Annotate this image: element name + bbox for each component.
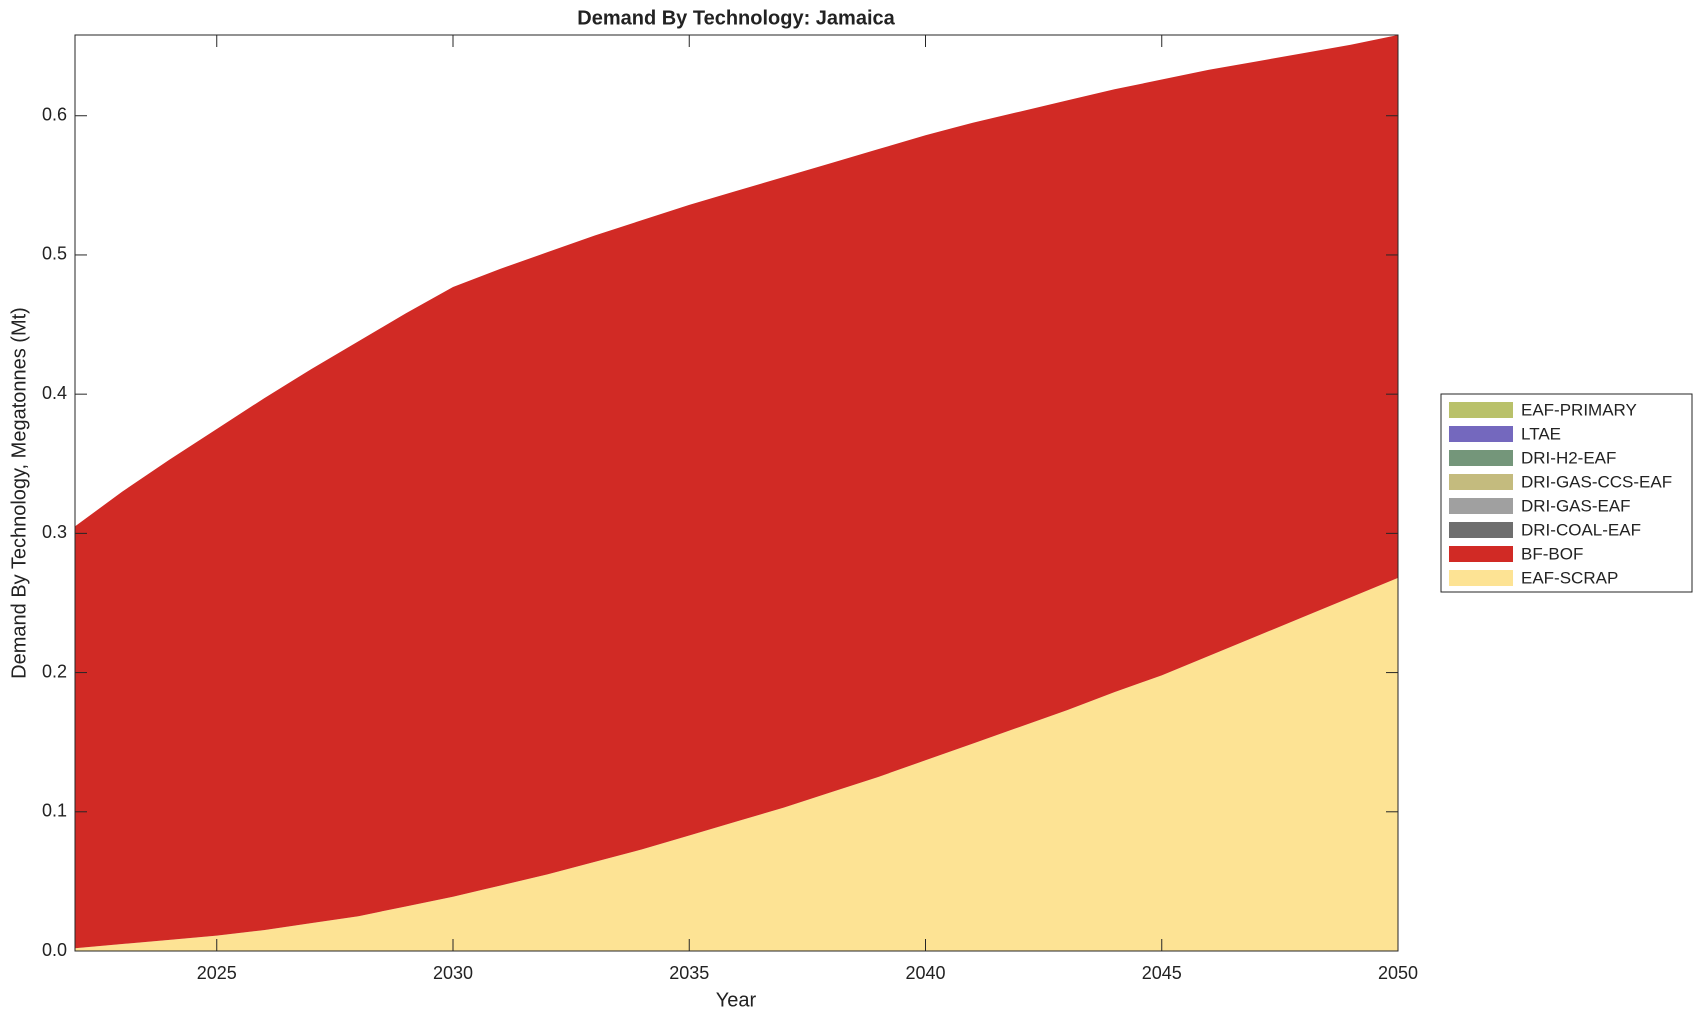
legend-label: EAF-PRIMARY: [1521, 400, 1637, 419]
legend-label: BF-BOF: [1521, 544, 1583, 563]
legend-label: DRI-COAL-EAF: [1521, 520, 1641, 539]
y-tick-label: 0.5: [42, 244, 67, 264]
legend-label: LTAE: [1521, 424, 1561, 443]
chart-title: Demand By Technology: Jamaica: [577, 7, 895, 29]
legend-swatch: [1449, 402, 1513, 418]
x-tick-label: 2030: [433, 963, 473, 983]
area: [75, 577, 1398, 951]
legend-label: DRI-GAS-CCS-EAF: [1521, 472, 1672, 491]
legend-swatch: [1449, 546, 1513, 562]
legend-label: EAF-SCRAP: [1521, 568, 1618, 587]
legend-swatch: [1449, 570, 1513, 586]
legend-label: DRI-H2-EAF: [1521, 448, 1616, 467]
legend-swatch: [1449, 474, 1513, 490]
area: [75, 35, 1398, 949]
y-tick-label: 0.4: [42, 383, 67, 403]
x-tick-label: 2050: [1378, 963, 1418, 983]
x-tick-label: 2025: [197, 963, 237, 983]
legend-swatch: [1449, 522, 1513, 538]
legend-swatch: [1449, 498, 1513, 514]
y-tick-label: 0.1: [42, 801, 67, 821]
y-tick-label: 0.2: [42, 661, 67, 681]
x-tick-label: 2040: [905, 963, 945, 983]
x-tick-label: 2035: [669, 963, 709, 983]
plot-frame: [74, 34, 1399, 952]
legend-swatch: [1449, 426, 1513, 442]
x-tick-label: 2045: [1142, 963, 1182, 983]
y-tick-label: 0.3: [42, 522, 67, 542]
y-tick-label: 0.0: [42, 940, 67, 960]
legend-swatch: [1449, 450, 1513, 466]
legend-label: DRI-GAS-EAF: [1521, 496, 1631, 515]
y-axis-label: Demand By Technology, Megatonnes (Mt): [8, 307, 30, 679]
x-axis-label: Year: [716, 989, 757, 1011]
y-tick-label: 0.6: [42, 104, 67, 124]
